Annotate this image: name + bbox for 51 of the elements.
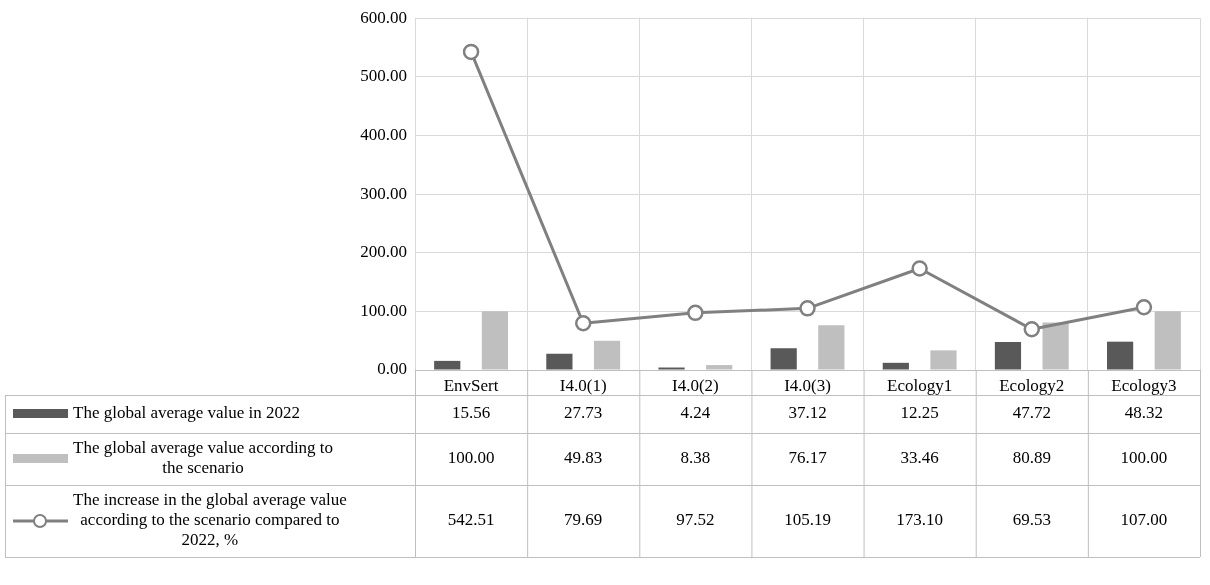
y-tick-label: 200.00	[360, 242, 407, 262]
bar	[882, 362, 909, 370]
x-tick-label: I4.0(1)	[559, 375, 607, 395]
y-tick-label: 0.00	[377, 359, 407, 379]
legend-label: The increase in the global average value according to the scenario compared to 2022, %	[72, 490, 347, 550]
data-label: 47.72	[1012, 403, 1051, 423]
data-label: 97.52	[676, 510, 715, 530]
point	[799, 300, 816, 317]
data-label: 27.73	[564, 403, 603, 423]
y-tick-label: 100.00	[360, 300, 407, 320]
data-label: 49.83	[564, 448, 603, 468]
data-label: 100.00	[447, 448, 495, 468]
y-tick-label: 500.00	[360, 66, 407, 86]
data-label: 76.17	[788, 448, 828, 468]
data-label: 4.24	[680, 403, 711, 423]
point	[687, 304, 704, 322]
point	[911, 260, 928, 277]
y-tick-label: 300.00	[360, 183, 407, 203]
bar	[994, 342, 1022, 370]
data-label: 69.53	[1012, 510, 1051, 530]
x-tick-label: EnvSert	[443, 375, 499, 395]
data-label: 37.12	[788, 403, 827, 423]
bar	[1106, 341, 1134, 370]
data-label: 33.46	[900, 448, 939, 468]
legend-label: The global average value according to the scenario	[73, 438, 334, 478]
x-tick-label: I4.0(2)	[671, 375, 719, 395]
point	[1023, 320, 1041, 338]
y-tick-label: 600.00	[360, 7, 407, 27]
bar	[770, 348, 797, 370]
data-label: 80.89	[1012, 448, 1051, 468]
data-label: 8.38	[680, 448, 711, 468]
data-label: 100.00	[1120, 448, 1168, 468]
x-tick-label: Ecology3	[1111, 375, 1177, 395]
data-label: 173.10	[896, 510, 944, 530]
bar	[546, 353, 573, 370]
legend-label: The global average value in 2022	[72, 403, 301, 423]
data-label: 107.00	[1120, 510, 1168, 530]
point	[462, 43, 480, 61]
data-label: 15.56	[451, 403, 491, 423]
x-tick-label: Ecology2	[999, 375, 1065, 395]
point	[1135, 299, 1153, 316]
data-label: 79.69	[564, 510, 603, 530]
x-tick-label: I4.0(3)	[784, 375, 831, 395]
data-label: 48.32	[1124, 403, 1164, 423]
data-label: 542.51	[447, 510, 495, 530]
data-label: 12.25	[900, 403, 939, 423]
point	[574, 315, 592, 332]
data-label: 105.19	[784, 510, 831, 530]
x-tick-label: Ecology1	[887, 375, 953, 395]
y-tick-label: 400.00	[360, 124, 407, 144]
bar	[434, 360, 461, 370]
